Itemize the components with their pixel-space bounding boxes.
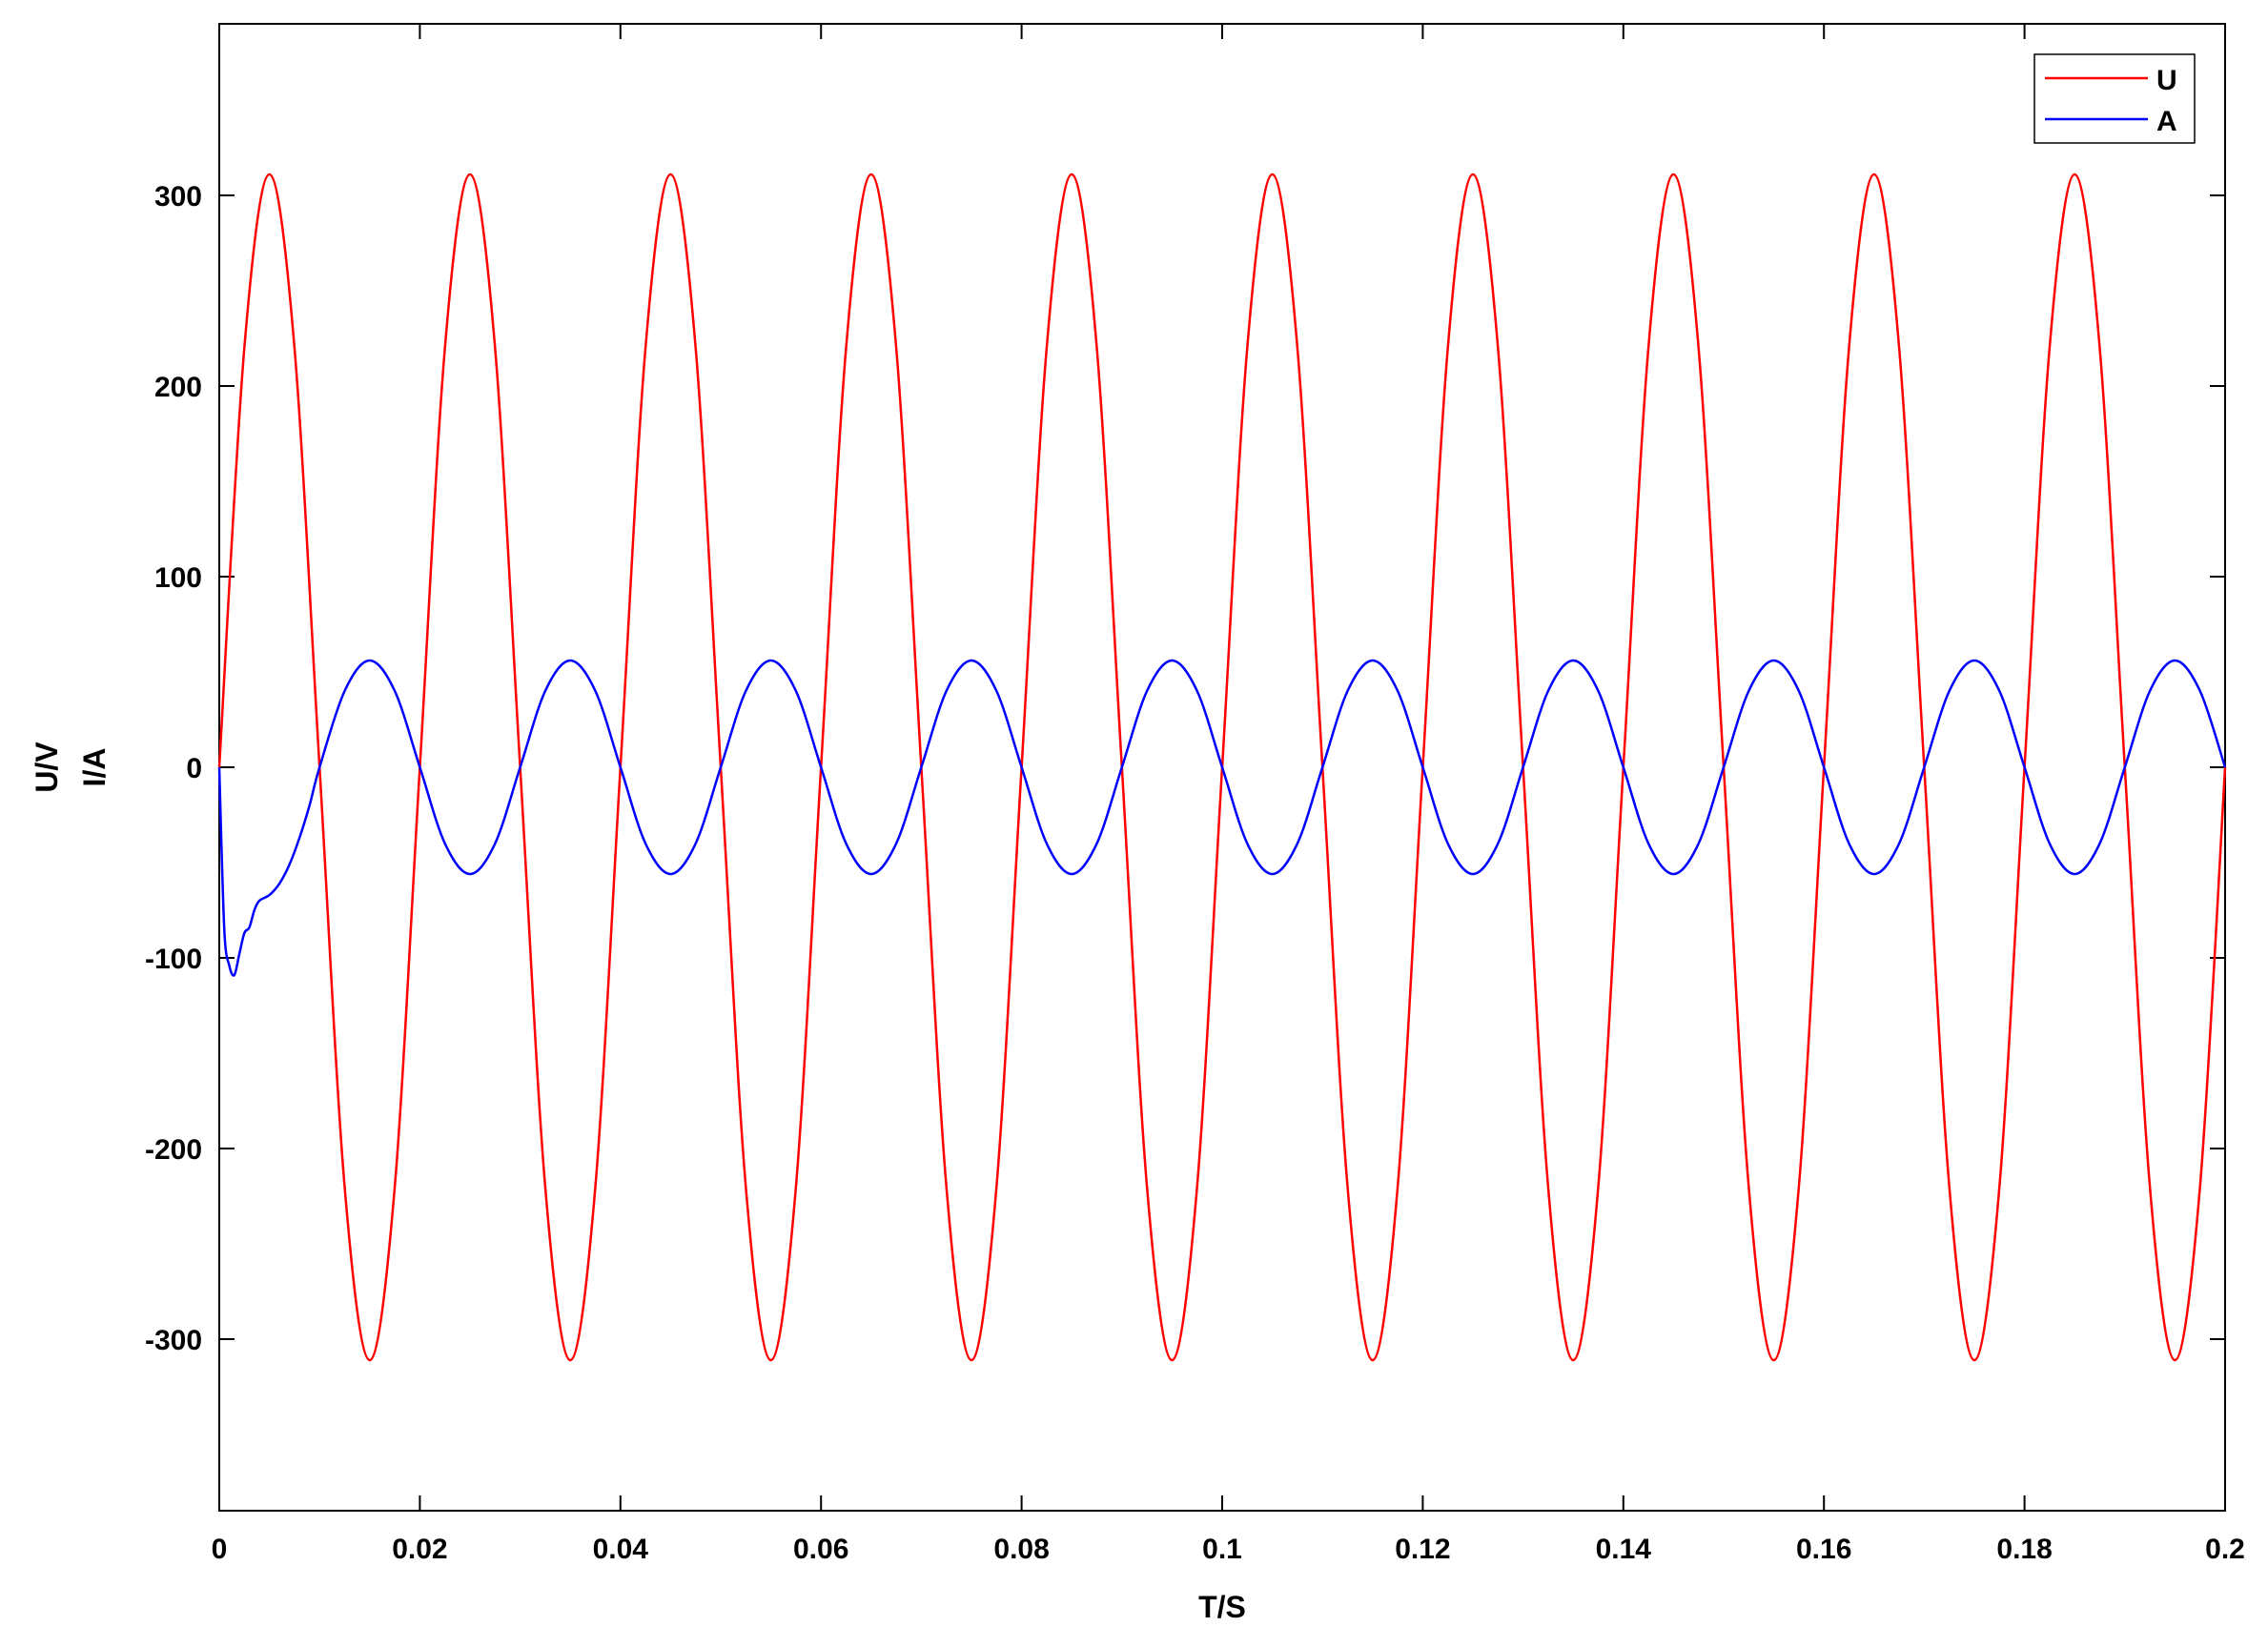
x-tick-label: 0.04 xyxy=(593,1534,649,1565)
y-tick-label: 100 xyxy=(154,562,202,594)
x-tick-label: 0.06 xyxy=(793,1534,848,1565)
x-tick-label: 0.16 xyxy=(1796,1534,1851,1565)
x-axis-title: T/S xyxy=(1198,1590,1246,1624)
legend-box xyxy=(2033,53,2196,144)
x-tick-label: 0.14 xyxy=(1596,1534,1652,1565)
x-tick-label: 0.18 xyxy=(1996,1534,2052,1565)
x-tick-label: 0.1 xyxy=(1202,1534,1242,1565)
x-tick-label: 0.12 xyxy=(1395,1534,1450,1565)
y-axis-title-line2: I/A xyxy=(77,748,112,787)
series-layer xyxy=(217,173,2227,1362)
x-tick-label: 0 xyxy=(212,1534,228,1565)
legend-label-a: A xyxy=(2156,106,2177,137)
legend: U A xyxy=(2033,53,2196,144)
y-axis-title-line1: U/V xyxy=(30,742,64,793)
legend-label-u: U xyxy=(2156,65,2177,96)
x-tick-label: 0.08 xyxy=(993,1534,1049,1565)
x-ticks: 0 0.02 0.04 0.06 0.08 0.1 0.12 0.14 0.16 0.18 0.2 xyxy=(212,24,2245,1565)
x-tick-label: 0.02 xyxy=(392,1534,447,1565)
y-tick-label: -100 xyxy=(145,944,202,975)
y-tick-label: -200 xyxy=(145,1134,202,1166)
y-tick-label: 300 xyxy=(154,181,202,213)
y-tick-label: -300 xyxy=(145,1325,202,1356)
y-tick-label: 0 xyxy=(186,753,202,784)
y-tick-label: 200 xyxy=(154,372,202,403)
series-line-a xyxy=(217,659,2227,977)
y-ticks: -300 -200 -100 0 100 200 300 xyxy=(145,181,2225,1356)
x-tick-label: 0.2 xyxy=(2205,1534,2245,1565)
